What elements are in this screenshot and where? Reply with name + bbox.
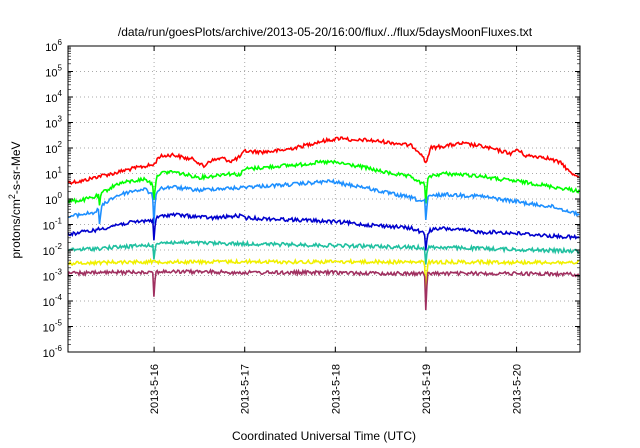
series-layer <box>68 136 580 311</box>
y-axis-label-suffix: -s-sr-MeV <box>9 141 23 194</box>
y-tick-label-exp: 1 <box>58 166 63 175</box>
y-tick-label-base: 10 <box>45 68 57 80</box>
y-tick-label-exp: -2 <box>55 242 63 251</box>
y-tick-label-base: 10 <box>45 195 57 207</box>
x-axis-label: Coordinated Universal Time (UTC) <box>232 429 416 443</box>
y-tick-label-base: 10 <box>45 170 57 182</box>
x-tick-label: 2013-5-17 <box>240 364 252 414</box>
grid-lines <box>68 46 580 352</box>
y-tick-label-base: 10 <box>45 144 57 156</box>
y-tick-label-exp: 3 <box>58 115 63 124</box>
series-line-2 <box>68 159 580 206</box>
x-axis: 2013-5-16 2013-5-17 2013-5-18 2013-5-19 2013… <box>149 46 524 414</box>
y-axis: 10610510410310210110010-110-210-310-410-… <box>43 38 580 360</box>
y-tick-label-exp: -5 <box>55 319 63 328</box>
y-tick-label-base: 10 <box>43 246 55 258</box>
y-tick-label-exp: 4 <box>58 89 63 98</box>
y-tick-label: 10-2 <box>43 242 63 258</box>
x-tick-label: 2013-5-16 <box>149 364 161 414</box>
y-tick-label: 103 <box>45 115 62 131</box>
y-tick-label-exp: -1 <box>55 217 63 226</box>
series-line-1 <box>68 136 580 186</box>
y-tick-label: 105 <box>45 64 62 80</box>
y-tick-label: 104 <box>45 89 62 105</box>
y-tick-label: 10-5 <box>43 319 63 335</box>
y-tick-label-base: 10 <box>43 348 55 360</box>
y-tick-label-base: 10 <box>43 221 55 233</box>
y-axis-label: protons/cm2-s-sr-MeV <box>7 141 23 258</box>
y-tick-label-base: 10 <box>45 93 57 105</box>
x-tick-label: 2013-5-20 <box>512 364 524 414</box>
y-tick-label: 106 <box>45 38 62 54</box>
y-tick-label: 100 <box>45 191 62 207</box>
y-tick-label-exp: 2 <box>58 140 63 149</box>
series-line-5 <box>68 239 580 265</box>
series-line-7 <box>68 268 580 311</box>
y-tick-label-exp: -4 <box>55 293 63 302</box>
y-tick-label-base: 10 <box>45 42 57 54</box>
y-tick-label-base: 10 <box>43 297 55 309</box>
y-tick-label-base: 10 <box>45 119 57 131</box>
y-tick-label: 10-1 <box>43 217 63 233</box>
y-tick-label: 10-3 <box>43 268 63 284</box>
y-tick-label-exp: 0 <box>58 191 63 200</box>
x-tick-label: 2013-5-19 <box>421 364 433 414</box>
y-tick-label-base: 10 <box>43 272 55 284</box>
chart-title: /data/run/goesPlots/archive/2013-05-20/1… <box>118 25 533 39</box>
series-line-4 <box>68 211 580 251</box>
y-tick-label-exp: -3 <box>55 268 63 277</box>
y-tick-label: 10-4 <box>43 293 63 309</box>
y-axis-label-prefix: protons/cm <box>9 199 23 258</box>
series-line-3 <box>68 178 580 225</box>
x-tick-label: 2013-5-18 <box>330 364 342 414</box>
y-tick-label: 102 <box>45 140 62 156</box>
y-tick-label: 10-6 <box>43 344 63 360</box>
y-tick-label-exp: 6 <box>58 38 63 47</box>
series-line-6 <box>68 257 580 297</box>
y-axis-label-sup: 2 <box>7 194 17 199</box>
y-tick-label: 101 <box>45 166 62 182</box>
y-tick-label-exp: 5 <box>58 64 63 73</box>
y-tick-label-base: 10 <box>43 323 55 335</box>
y-tick-label-exp: -6 <box>55 344 63 353</box>
